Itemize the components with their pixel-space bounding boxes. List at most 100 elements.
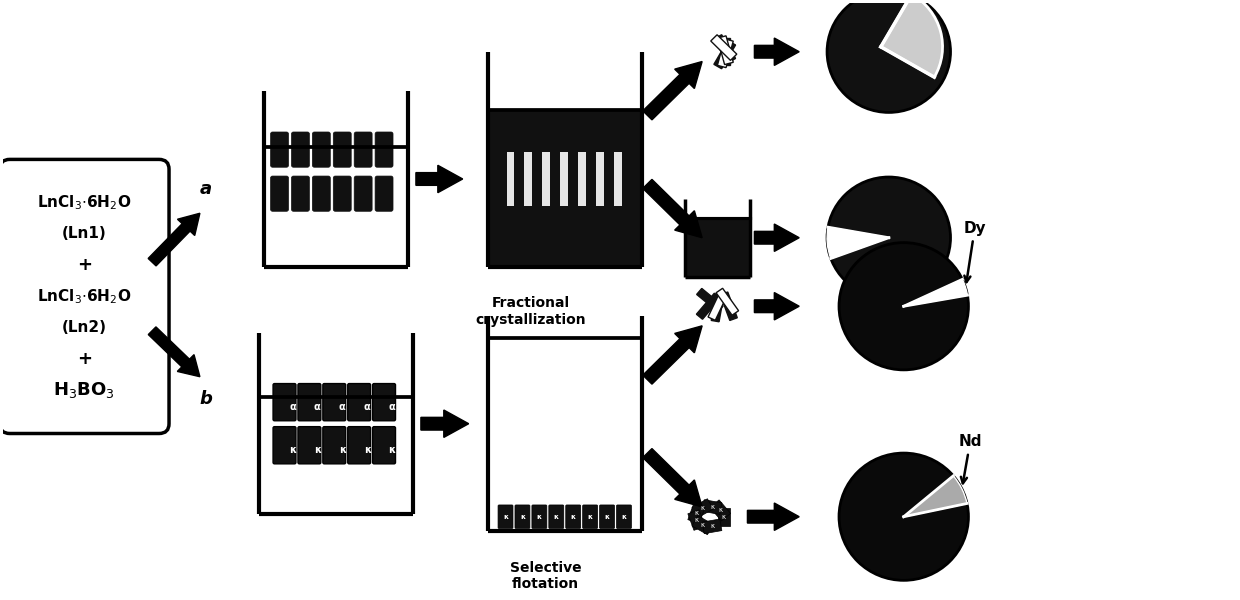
Text: +: + [77, 256, 92, 274]
FancyBboxPatch shape [355, 176, 372, 211]
Bar [687, 218, 749, 275]
Polygon shape [642, 179, 702, 238]
FancyBboxPatch shape [334, 176, 351, 211]
Polygon shape [711, 500, 730, 521]
Text: LnCl$_3$$\cdot$6H$_2$O: LnCl$_3$$\cdot$6H$_2$O [37, 193, 131, 212]
FancyBboxPatch shape [312, 132, 330, 167]
Polygon shape [148, 213, 200, 266]
Circle shape [839, 242, 968, 370]
FancyBboxPatch shape [270, 132, 289, 167]
Text: κ: κ [722, 514, 725, 520]
FancyBboxPatch shape [312, 176, 330, 211]
Text: Dy: Dy [963, 221, 986, 282]
Polygon shape [697, 289, 723, 312]
FancyBboxPatch shape [498, 505, 513, 529]
Polygon shape [718, 39, 733, 68]
FancyBboxPatch shape [515, 505, 529, 529]
FancyBboxPatch shape [273, 427, 296, 464]
Text: κ: κ [537, 514, 542, 520]
Text: (Ln2): (Ln2) [62, 320, 107, 335]
FancyBboxPatch shape [298, 427, 321, 464]
Text: κ: κ [694, 511, 698, 517]
Polygon shape [748, 503, 800, 530]
FancyBboxPatch shape [565, 505, 580, 529]
Polygon shape [642, 62, 702, 120]
FancyBboxPatch shape [347, 427, 371, 464]
Text: κ: κ [701, 505, 704, 511]
Polygon shape [642, 326, 702, 384]
Polygon shape [711, 35, 737, 61]
Text: κ: κ [289, 445, 296, 455]
Text: κ: κ [718, 508, 723, 514]
FancyBboxPatch shape [372, 383, 396, 421]
Polygon shape [714, 41, 735, 69]
Text: (Ln1): (Ln1) [62, 226, 107, 241]
Polygon shape [688, 503, 706, 524]
FancyBboxPatch shape [372, 427, 396, 464]
Polygon shape [714, 35, 735, 63]
Polygon shape [702, 519, 722, 533]
Circle shape [827, 177, 951, 298]
Text: α: α [388, 402, 396, 412]
Polygon shape [708, 292, 727, 320]
Polygon shape [415, 165, 463, 193]
Text: α: α [289, 402, 296, 412]
Text: κ: κ [711, 504, 714, 510]
FancyBboxPatch shape [0, 160, 169, 433]
Text: κ: κ [621, 514, 626, 520]
Text: LnCl$_3$$\cdot$6H$_2$O: LnCl$_3$$\cdot$6H$_2$O [37, 287, 131, 306]
Polygon shape [702, 500, 722, 514]
FancyBboxPatch shape [355, 132, 372, 167]
Bar [542, 152, 551, 206]
Polygon shape [720, 292, 738, 320]
Text: a: a [200, 180, 212, 198]
Polygon shape [692, 499, 713, 518]
Text: H$_3$BO$_3$: H$_3$BO$_3$ [53, 380, 115, 400]
Polygon shape [718, 508, 729, 526]
FancyBboxPatch shape [270, 176, 289, 211]
Polygon shape [754, 293, 800, 320]
Text: κ: κ [339, 445, 346, 455]
Polygon shape [697, 293, 720, 319]
FancyBboxPatch shape [616, 505, 631, 529]
Polygon shape [642, 449, 702, 507]
Text: κ: κ [701, 522, 704, 528]
Text: Nd: Nd [959, 434, 982, 484]
FancyBboxPatch shape [291, 176, 310, 211]
Wedge shape [827, 227, 889, 259]
Polygon shape [754, 38, 800, 65]
Text: α: α [363, 402, 371, 412]
Text: Selective
flotation: Selective flotation [510, 561, 582, 591]
Text: α: α [339, 402, 346, 412]
Text: κ: κ [711, 523, 714, 529]
FancyBboxPatch shape [376, 176, 393, 211]
Bar [596, 152, 604, 206]
Polygon shape [720, 38, 730, 65]
Polygon shape [712, 293, 724, 322]
Text: Fractional
crystallization: Fractional crystallization [475, 296, 585, 326]
Text: κ: κ [388, 445, 396, 455]
Bar [560, 152, 568, 206]
Text: κ: κ [605, 514, 610, 520]
FancyBboxPatch shape [583, 505, 598, 529]
Text: α: α [314, 402, 321, 412]
Text: κ: κ [363, 445, 371, 455]
Polygon shape [754, 224, 800, 251]
FancyBboxPatch shape [532, 505, 547, 529]
FancyBboxPatch shape [291, 132, 310, 167]
FancyBboxPatch shape [347, 383, 371, 421]
Text: b: b [200, 390, 212, 408]
Polygon shape [718, 36, 733, 65]
Wedge shape [880, 0, 942, 77]
Text: κ: κ [314, 445, 321, 455]
Circle shape [827, 0, 951, 112]
Bar [490, 110, 641, 266]
Bar [614, 152, 622, 206]
Circle shape [839, 453, 968, 580]
Text: κ: κ [554, 514, 559, 520]
Polygon shape [420, 410, 469, 437]
Wedge shape [904, 476, 967, 517]
FancyBboxPatch shape [549, 505, 564, 529]
Polygon shape [688, 510, 706, 530]
Text: κ: κ [694, 517, 698, 523]
